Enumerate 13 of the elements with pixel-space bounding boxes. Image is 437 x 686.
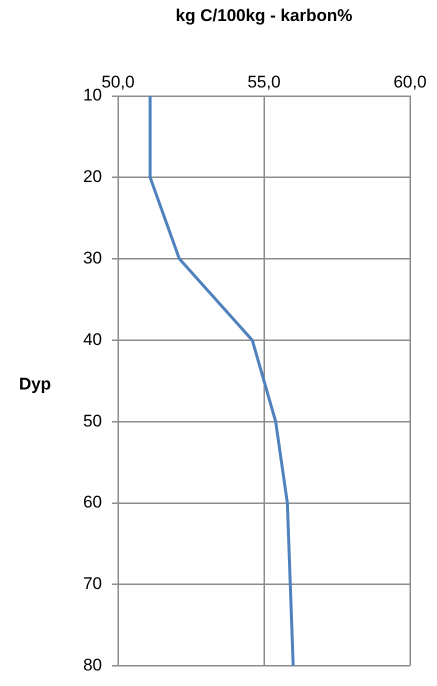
- x-axis-title: kg C/100kg - karbon%: [176, 6, 352, 25]
- x-tick-label: 50,0: [101, 72, 135, 92]
- y-tick-label: 70: [83, 574, 102, 594]
- y-tick-label: 10: [83, 86, 102, 105]
- y-tick-label: 20: [83, 167, 102, 186]
- y-tick-label: 80: [83, 655, 102, 674]
- y-tick-label: 30: [83, 248, 102, 268]
- y-tick-label: 60: [83, 492, 102, 512]
- x-tick-label: 55,0: [247, 72, 281, 92]
- y-tick-label: 50: [83, 411, 102, 430]
- y-tick-label: 40: [83, 330, 102, 349]
- y-axis-title: Dyp: [18, 374, 52, 394]
- x-tick-label: 60,0: [393, 72, 427, 92]
